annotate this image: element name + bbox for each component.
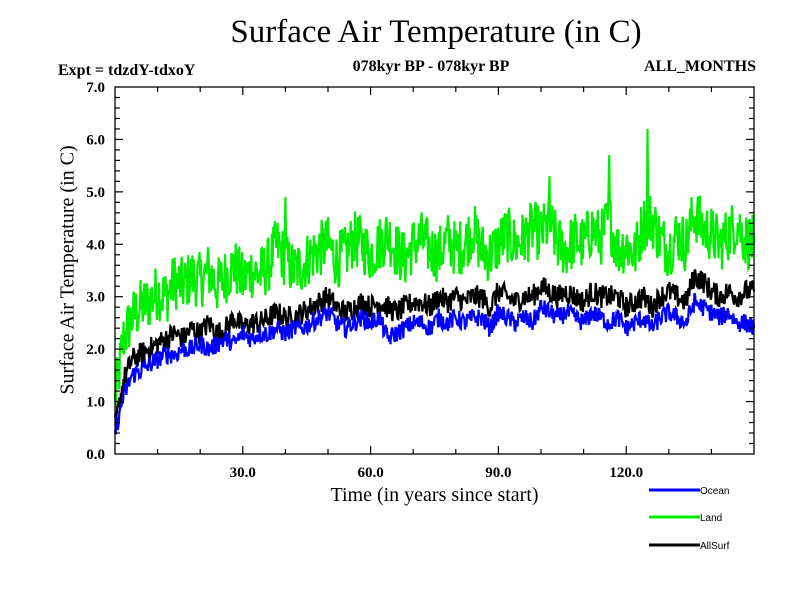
x-tick-label: 90.0 <box>485 465 511 481</box>
experiment-label: Expt = tdzdY-tdxoY <box>58 62 196 79</box>
x-axis-title: Time (in years since start) <box>330 484 539 506</box>
axes-layer: 30.0 60.0 90.0 120.0 0.0 1.0 2.0 3.0 4.0 5.0 6.0 7.… <box>86 80 755 481</box>
months-label: ALL_MONTHS <box>643 58 756 75</box>
series-line-land <box>113 128 756 408</box>
y-tick-label: 4.0 <box>86 237 105 253</box>
series-line-ocean <box>113 292 756 435</box>
legend-label-ocean: Ocean <box>700 486 729 497</box>
x-tick-label: 120.0 <box>609 465 643 481</box>
x-tick-label: 30.0 <box>230 465 256 481</box>
chart-subtitle: 078kyr BP - 078kyr BP <box>352 58 510 75</box>
y-tick-label: 6.0 <box>86 132 105 148</box>
legend-label-land: Land <box>700 513 722 524</box>
legend-label-allsurf: AllSurf <box>700 541 730 552</box>
y-tick-label: 3.0 <box>86 290 105 306</box>
y-tick-label: 2.0 <box>86 342 105 358</box>
plot-frame <box>114 86 755 455</box>
y-tick-label: 1.0 <box>86 395 105 411</box>
chart-title: Surface Air Temperature (in C) <box>230 14 642 50</box>
y-tick-label: 0.0 <box>86 447 105 463</box>
series-line-allsurf <box>113 269 756 418</box>
legend: Ocean Land AllSurf <box>649 486 730 552</box>
x-tick-label: 60.0 <box>357 465 383 481</box>
y-tick-label: 7.0 <box>86 80 105 96</box>
series-layer <box>113 128 756 435</box>
y-tick-label: 5.0 <box>86 185 105 201</box>
